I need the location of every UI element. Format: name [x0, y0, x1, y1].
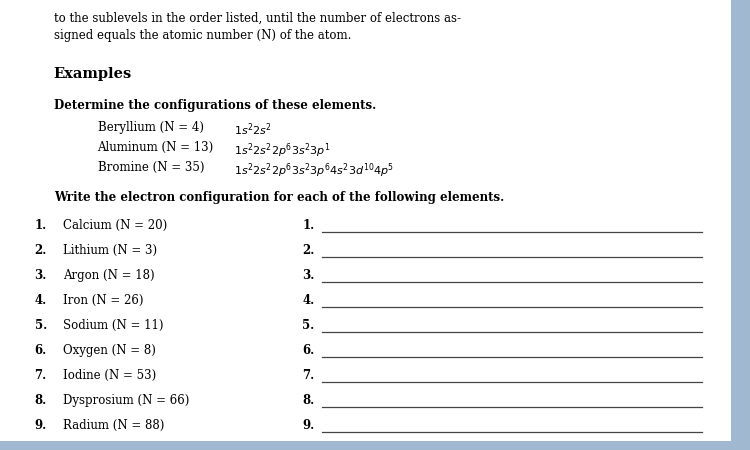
Text: 3.: 3. [34, 269, 46, 282]
Text: 4.: 4. [302, 294, 314, 307]
Text: 3.: 3. [302, 269, 315, 282]
Text: 6.: 6. [34, 344, 46, 357]
Text: 8.: 8. [302, 394, 314, 407]
Bar [0, 441, 750, 450]
Text: Calcium (N = 20): Calcium (N = 20) [63, 219, 168, 232]
Text: 7.: 7. [34, 369, 46, 382]
Text: Argon (N = 18): Argon (N = 18) [63, 269, 155, 282]
Text: to the sublevels in the order listed, until the number of electrons as-: to the sublevels in the order listed, un… [54, 12, 460, 25]
Text: 1.: 1. [302, 219, 314, 232]
Text: $1s^{2}2s^{2}2p^{6}3s^{2}3p^{1}$: $1s^{2}2s^{2}2p^{6}3s^{2}3p^{1}$ [234, 141, 331, 160]
Bar [731, 0, 750, 450]
Text: Beryllium (N = 4): Beryllium (N = 4) [98, 121, 203, 134]
Text: 5.: 5. [34, 319, 46, 332]
Text: 6.: 6. [302, 344, 314, 357]
Text: Radium (N = 88): Radium (N = 88) [63, 419, 165, 432]
Text: 8.: 8. [34, 394, 46, 407]
Text: Sodium (N = 11): Sodium (N = 11) [63, 319, 164, 332]
Text: Examples: Examples [54, 67, 132, 81]
Text: $1s^{2}2s^{2}$: $1s^{2}2s^{2}$ [234, 121, 272, 138]
Text: 9.: 9. [34, 419, 46, 432]
Text: Iron (N = 26): Iron (N = 26) [63, 294, 144, 307]
Text: 9.: 9. [302, 419, 314, 432]
Text: Dysprosium (N = 66): Dysprosium (N = 66) [63, 394, 190, 407]
Text: Bromine (N = 35): Bromine (N = 35) [98, 161, 204, 174]
Text: Aluminum (N = 13): Aluminum (N = 13) [98, 141, 214, 154]
Text: Oxygen (N = 8): Oxygen (N = 8) [63, 344, 156, 357]
Text: 4.: 4. [34, 294, 46, 307]
Text: 2.: 2. [302, 244, 315, 257]
Text: $1s^{2}2s^{2}2p^{6}3s^{2}3p^{6}4s^{2}3d^{10}4p^{5}$: $1s^{2}2s^{2}2p^{6}3s^{2}3p^{6}4s^{2}3d^… [234, 161, 394, 180]
Text: 7.: 7. [302, 369, 314, 382]
Text: signed equals the atomic number (N) of the atom.: signed equals the atomic number (N) of t… [54, 29, 351, 42]
Text: Iodine (N = 53): Iodine (N = 53) [63, 369, 157, 382]
Text: 5.: 5. [302, 319, 314, 332]
Text: 2.: 2. [34, 244, 46, 257]
Text: Write the electron configuration for each of the following elements.: Write the electron configuration for eac… [54, 191, 504, 204]
Text: Lithium (N = 3): Lithium (N = 3) [63, 244, 158, 257]
Text: 1.: 1. [34, 219, 46, 232]
Text: Determine the configurations of these elements.: Determine the configurations of these el… [54, 99, 376, 112]
